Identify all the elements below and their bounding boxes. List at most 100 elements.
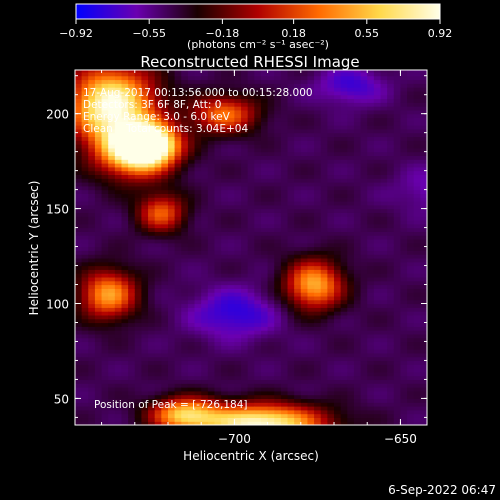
heatmap-cell — [174, 326, 182, 331]
heatmap-cell — [134, 159, 143, 164]
heatmap-cell — [234, 273, 242, 278]
heatmap-cell — [134, 208, 143, 213]
heatmap-cell — [88, 242, 96, 248]
heatmap-cell — [234, 352, 242, 358]
heatmap-cell — [121, 182, 129, 187]
heatmap-cell — [134, 174, 143, 179]
heatmap-cell — [260, 121, 269, 126]
heatmap-cell — [128, 273, 136, 278]
heatmap-cell — [267, 121, 275, 126]
heatmap-cell — [174, 102, 182, 107]
heatmap-cell — [340, 356, 348, 362]
heatmap-cell — [254, 341, 262, 346]
heatmap-cell — [373, 197, 382, 202]
heatmap-cell — [307, 98, 315, 103]
heatmap-cell — [88, 394, 96, 400]
heatmap-cell — [128, 288, 136, 293]
heatmap-cell — [393, 200, 402, 206]
heatmap-cell — [181, 364, 189, 369]
heatmap-cell — [167, 250, 176, 255]
heatmap-cell — [294, 398, 302, 403]
heatmap-cell — [400, 276, 408, 282]
heatmap-cell — [167, 417, 176, 422]
heatmap-cell — [181, 117, 189, 122]
heatmap-cell — [254, 132, 262, 138]
heatmap-cell — [121, 303, 129, 308]
heatmap-cell — [420, 106, 427, 111]
heatmap-cell — [340, 322, 348, 327]
heatmap-cell — [420, 144, 427, 149]
heatmap-cell — [360, 273, 368, 278]
heatmap-cell — [400, 94, 408, 100]
heatmap-cell — [387, 151, 395, 157]
heatmap-cell — [340, 106, 348, 111]
heatmap-cell — [75, 242, 83, 248]
heatmap-cell — [300, 174, 309, 179]
heatmap-cell — [141, 417, 149, 422]
heatmap-cell — [174, 375, 182, 381]
heatmap-cell — [420, 288, 427, 293]
heatmap-cell — [254, 90, 262, 96]
heatmap-cell — [407, 136, 415, 141]
heatmap-cell — [260, 166, 269, 172]
heatmap-cell — [141, 223, 149, 229]
heatmap-cell — [148, 147, 156, 153]
heatmap-cell — [207, 273, 216, 278]
heatmap-cell — [387, 121, 395, 126]
heatmap-cell — [340, 371, 348, 377]
heatmap-cell — [367, 330, 375, 335]
heatmap-cell — [121, 406, 129, 411]
heatmap-cell — [320, 151, 328, 157]
heatmap-cell — [274, 273, 282, 278]
heatmap-cell — [134, 246, 143, 251]
heatmap-cell — [201, 106, 209, 111]
heatmap-cell — [181, 166, 189, 172]
heatmap-cell — [320, 322, 328, 327]
heatmap-cell — [373, 368, 382, 373]
heatmap-cell — [360, 356, 368, 362]
heatmap-cell — [101, 227, 109, 232]
heatmap-cell — [234, 166, 242, 172]
heatmap-cell — [254, 352, 262, 358]
heatmap-cell — [340, 90, 348, 96]
heatmap-cell — [187, 75, 196, 81]
heatmap-cell — [380, 421, 388, 425]
heatmap-cell — [187, 163, 196, 168]
heatmap-cell — [108, 269, 116, 274]
heatmap-cell — [254, 94, 262, 100]
heatmap-cell — [347, 182, 355, 187]
heatmap-cell — [128, 371, 136, 377]
heatmap-cell — [207, 185, 216, 191]
heatmap-cell — [234, 364, 242, 369]
heatmap-cell — [280, 193, 289, 198]
heatmap-cell — [254, 387, 262, 392]
heatmap-cell — [234, 223, 242, 229]
heatmap-cell — [141, 235, 149, 240]
heatmap-cell — [347, 371, 355, 377]
heatmap-cell — [161, 250, 169, 255]
heatmap-cell — [387, 402, 395, 407]
heatmap-cell — [207, 360, 216, 365]
heatmap-cell — [360, 330, 368, 335]
heatmap-cell — [353, 189, 362, 194]
heatmap-cell — [154, 406, 162, 411]
heatmap-cell — [154, 193, 162, 198]
heatmap-cell — [347, 364, 355, 369]
heatmap-cell — [121, 170, 129, 176]
heatmap-cell — [88, 216, 96, 221]
heatmap-cell — [247, 208, 255, 213]
heatmap-cell — [373, 87, 382, 92]
heatmap-cell — [287, 242, 295, 248]
heatmap-cell — [187, 216, 196, 221]
heatmap-cell — [300, 242, 309, 248]
heatmap-cell — [148, 326, 156, 331]
heatmap-cell — [88, 311, 96, 316]
heatmap-cell — [373, 284, 382, 289]
heatmap-cell — [327, 223, 335, 229]
heatmap-cell — [161, 140, 169, 145]
heatmap-cell — [314, 349, 322, 354]
heatmap-cell — [241, 117, 249, 122]
heatmap-cell — [353, 155, 362, 160]
heatmap-cell — [81, 242, 89, 248]
heatmap-cell — [353, 174, 362, 179]
